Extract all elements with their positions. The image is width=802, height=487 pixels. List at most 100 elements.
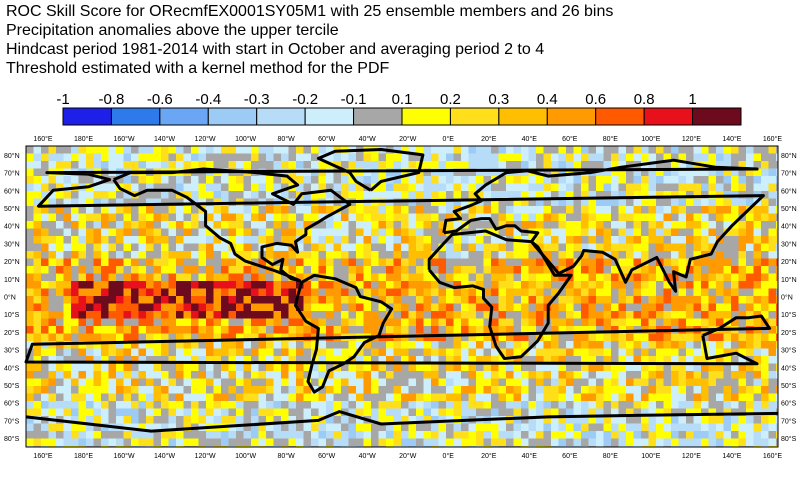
skill-cell — [678, 266, 686, 274]
skill-cell — [138, 243, 146, 251]
skill-cell — [386, 243, 394, 251]
skill-cell — [701, 243, 709, 251]
skill-cell — [371, 386, 379, 394]
skill-cell — [363, 266, 371, 274]
skill-cell — [123, 273, 131, 281]
skill-cell — [393, 363, 401, 371]
skill-cell — [183, 326, 191, 334]
skill-cell — [656, 281, 664, 289]
skill-cell — [401, 378, 409, 386]
skill-cell — [371, 251, 379, 259]
skill-cell — [363, 431, 371, 439]
skill-cell — [506, 431, 514, 439]
skill-cell — [618, 183, 626, 191]
skill-cell — [753, 416, 761, 424]
skill-cell — [723, 431, 731, 439]
skill-cell — [281, 228, 289, 236]
skill-cell — [416, 191, 424, 199]
skill-cell — [498, 191, 506, 199]
skill-cell — [461, 191, 469, 199]
skill-cell — [663, 341, 671, 349]
colorbar-tick-label: 0.6 — [585, 91, 606, 108]
skill-cell — [648, 416, 656, 424]
skill-cell — [33, 288, 41, 296]
skill-cell — [641, 236, 649, 244]
colorbar-tick-label: 0.2 — [440, 91, 461, 108]
skill-cell — [116, 161, 124, 169]
skill-cell — [423, 311, 431, 319]
skill-cell — [161, 153, 169, 161]
skill-cell — [266, 221, 274, 229]
skill-cell — [738, 273, 746, 281]
skill-cell — [266, 176, 274, 184]
skill-cell — [198, 431, 206, 439]
skill-cell — [716, 431, 724, 439]
skill-cell — [521, 371, 529, 379]
skill-cell — [753, 183, 761, 191]
skill-cell — [168, 371, 176, 379]
skill-cell — [33, 243, 41, 251]
skill-cell — [611, 363, 619, 371]
skill-cell — [423, 191, 431, 199]
skill-cell — [311, 423, 319, 431]
skill-cell — [701, 146, 709, 154]
skill-cell — [648, 401, 656, 409]
skill-cell — [491, 198, 499, 206]
skill-cell — [213, 401, 221, 409]
skill-cell — [543, 183, 551, 191]
skill-cell — [611, 393, 619, 401]
skill-cell — [753, 266, 761, 274]
skill-cell — [558, 401, 566, 409]
skill-cell — [468, 288, 476, 296]
skill-cell — [48, 176, 56, 184]
skill-cell — [243, 213, 251, 221]
skill-cell — [408, 221, 416, 229]
skill-cell — [386, 153, 394, 161]
skill-cell — [551, 168, 559, 176]
skill-cell — [476, 371, 484, 379]
skill-cell — [221, 243, 229, 251]
skill-cell — [318, 393, 326, 401]
skill-cell — [378, 423, 386, 431]
skill-cell — [281, 348, 289, 356]
lon-label: 60°W — [318, 135, 336, 143]
skill-cell — [551, 176, 559, 184]
skill-cell — [378, 408, 386, 416]
skill-cell — [558, 228, 566, 236]
skill-cell — [101, 161, 109, 169]
skill-cell — [198, 393, 206, 401]
skill-cell — [341, 153, 349, 161]
skill-cell — [528, 408, 536, 416]
skill-cell — [498, 408, 506, 416]
skill-cell — [461, 378, 469, 386]
skill-cell — [468, 221, 476, 229]
skill-cell — [393, 176, 401, 184]
skill-cell — [581, 273, 589, 281]
skill-cell — [176, 251, 184, 259]
skill-cell — [251, 416, 259, 424]
skill-cell — [431, 258, 439, 266]
skill-cell — [48, 221, 56, 229]
skill-cell — [588, 243, 596, 251]
skill-cell — [318, 161, 326, 169]
skill-cell — [243, 176, 251, 184]
skill-cell — [71, 153, 79, 161]
skill-cell — [431, 303, 439, 311]
skill-cell — [671, 296, 679, 304]
skill-cell — [611, 168, 619, 176]
skill-cell — [686, 191, 694, 199]
skill-cell — [678, 296, 686, 304]
skill-cell — [146, 243, 154, 251]
skill-cell — [108, 393, 116, 401]
skill-cell — [438, 251, 446, 259]
skill-cell — [558, 288, 566, 296]
skill-cell — [296, 341, 304, 349]
skill-cell — [303, 251, 311, 259]
skill-cell — [86, 191, 94, 199]
skill-cell — [93, 288, 101, 296]
skill-cell — [648, 341, 656, 349]
skill-cell — [701, 236, 709, 244]
skill-cell — [206, 273, 214, 281]
skill-cell — [506, 356, 514, 364]
